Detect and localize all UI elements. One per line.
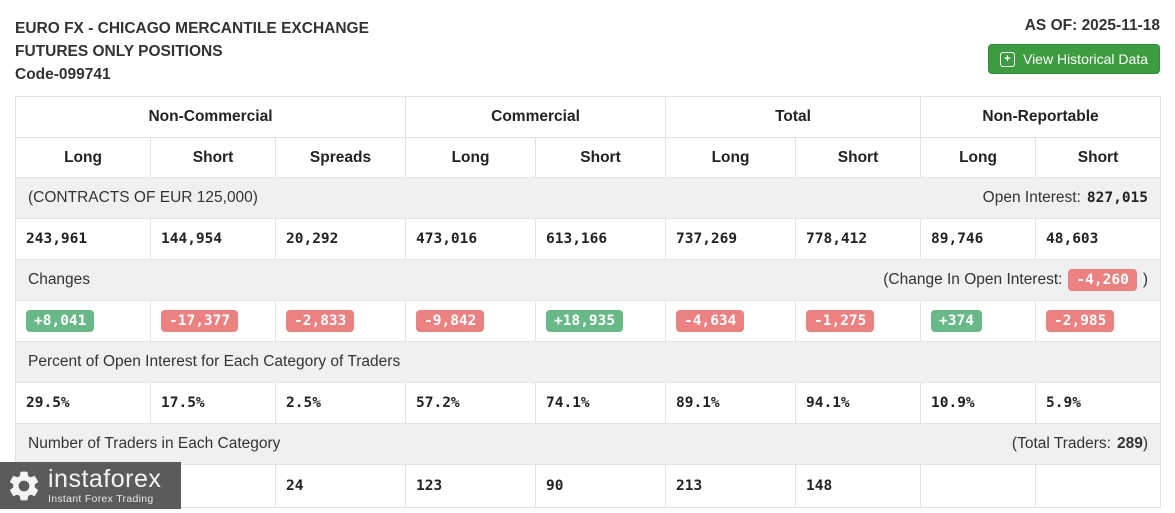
col-comm-long: Long bbox=[405, 137, 536, 178]
change-badge: -9,842 bbox=[416, 310, 485, 332]
view-historical-data-label: View Historical Data bbox=[1022, 51, 1148, 67]
group-commercial: Commercial bbox=[404, 96, 667, 138]
col-comm-short: Short bbox=[534, 137, 667, 178]
report-subtitle: FUTURES ONLY POSITIONS bbox=[15, 43, 223, 60]
watermark-brand-name: instaforex bbox=[48, 464, 162, 493]
col-total-long: Long bbox=[665, 137, 797, 178]
traders-cell: 90 bbox=[534, 464, 667, 508]
percent-cell: 89.1% bbox=[665, 382, 797, 424]
col-noncomm-long: Long bbox=[15, 137, 151, 178]
column-header-row: Long Short Spreads Long Short Long Short… bbox=[15, 137, 1162, 178]
as-of-date: AS OF: 2025-11-18 bbox=[1024, 17, 1160, 34]
report-title: EURO FX - CHICAGO MERCANTILE EXCHANGE bbox=[15, 20, 369, 37]
position-cell: 144,954 bbox=[150, 218, 276, 260]
traders-cell: 24 bbox=[275, 464, 406, 508]
traders-cell bbox=[1035, 464, 1162, 508]
calendar-plus-icon: + bbox=[999, 51, 1015, 67]
col-noncomm-short: Short bbox=[150, 137, 276, 178]
instaforex-watermark: instaforex Instant Forex Trading bbox=[0, 462, 181, 509]
group-non-reportable: Non-Reportable bbox=[920, 96, 1162, 138]
position-cell: 778,412 bbox=[795, 218, 922, 260]
gear-icon bbox=[9, 471, 39, 500]
change-badge: -1,275 bbox=[806, 310, 875, 332]
change-badge: -2,985 bbox=[1046, 310, 1115, 332]
change-cell: -17,377 bbox=[150, 300, 276, 342]
change-badge: +374 bbox=[931, 310, 982, 332]
position-cell: 473,016 bbox=[405, 218, 536, 260]
total-traders-suffix: ) bbox=[1142, 435, 1149, 452]
percent-label: Percent of Open Interest for Each Catego… bbox=[28, 353, 401, 370]
group-non-commercial: Non-Commercial bbox=[15, 96, 406, 138]
change-cell: +374 bbox=[920, 300, 1037, 342]
change-cell: -9,842 bbox=[405, 300, 536, 342]
change-badge: +18,935 bbox=[546, 310, 624, 332]
position-cell: 613,166 bbox=[534, 218, 667, 260]
change-cell: +8,041 bbox=[15, 300, 151, 342]
change-cell: -2,985 bbox=[1035, 300, 1162, 342]
positions-row: 243,961 144,954 20,292 473,016 613,166 7… bbox=[15, 218, 1162, 260]
percent-header-row: Percent of Open Interest for Each Catego… bbox=[14, 341, 1162, 383]
contracts-open-interest-row: (CONTRACTS OF EUR 125,000) Open Interest… bbox=[14, 177, 1162, 219]
percent-values-row: 29.5% 17.5% 2.5% 57.2% 74.1% 89.1% 94.1%… bbox=[15, 382, 1162, 424]
percent-cell: 5.9% bbox=[1035, 382, 1162, 424]
change-badge: -17,377 bbox=[161, 310, 239, 332]
group-header-row: Non-Commercial Commercial Total Non-Repo… bbox=[15, 96, 1162, 138]
change-badge: -2,833 bbox=[286, 310, 355, 332]
change-in-oi-label: (Change In Open Interest: bbox=[883, 271, 1063, 288]
group-total: Total bbox=[665, 96, 922, 138]
traders-cell: 148 bbox=[795, 464, 922, 508]
change-cell: -4,634 bbox=[665, 300, 797, 342]
col-noncomm-spreads: Spreads bbox=[275, 137, 406, 178]
percent-cell: 29.5% bbox=[15, 382, 151, 424]
total-traders-value: 289 bbox=[1116, 435, 1143, 452]
percent-cell: 2.5% bbox=[275, 382, 406, 424]
changes-values-row: +8,041 -17,377 -2,833 -9,842 +18,935 -4,… bbox=[15, 300, 1162, 342]
percent-cell: 94.1% bbox=[795, 382, 922, 424]
position-cell: 737,269 bbox=[665, 218, 797, 260]
percent-cell: 17.5% bbox=[150, 382, 276, 424]
position-cell: 20,292 bbox=[275, 218, 406, 260]
traders-cell bbox=[920, 464, 1037, 508]
position-cell: 48,603 bbox=[1035, 218, 1162, 260]
changes-header-row: Changes (Change In Open Interest: -4,260… bbox=[14, 259, 1162, 301]
percent-cell: 10.9% bbox=[920, 382, 1037, 424]
watermark-tagline: Instant Forex Trading bbox=[48, 492, 154, 505]
change-cell: +18,935 bbox=[534, 300, 667, 342]
cot-positions-table: Non-Commercial Commercial Total Non-Repo… bbox=[14, 96, 1162, 508]
traders-values-row: 24 123 90 213 148 bbox=[15, 464, 1162, 508]
traders-header-row: Number of Traders in Each Category (Tota… bbox=[14, 423, 1162, 465]
col-nonrep-short: Short bbox=[1035, 137, 1162, 178]
report-title-block: EURO FX - CHICAGO MERCANTILE EXCHANGE FU… bbox=[15, 17, 369, 86]
traders-cell: 123 bbox=[405, 464, 536, 508]
percent-cell: 57.2% bbox=[405, 382, 536, 424]
open-interest-value: 827,015 bbox=[1086, 190, 1149, 206]
change-cell: -1,275 bbox=[795, 300, 922, 342]
position-cell: 243,961 bbox=[15, 218, 151, 260]
total-traders-label: (Total Traders: bbox=[1011, 435, 1111, 452]
contracts-label: (CONTRACTS OF EUR 125,000) bbox=[28, 189, 258, 206]
change-badge: +8,041 bbox=[26, 310, 95, 332]
col-total-short: Short bbox=[795, 137, 922, 178]
changes-label: Changes bbox=[28, 271, 91, 288]
report-code: Code-099741 bbox=[15, 66, 111, 83]
percent-cell: 74.1% bbox=[534, 382, 667, 424]
report-header: EURO FX - CHICAGO MERCANTILE EXCHANGE FU… bbox=[0, 0, 1175, 96]
traders-cell: 213 bbox=[665, 464, 797, 508]
change-badge: -4,634 bbox=[676, 310, 745, 332]
open-interest-label: Open Interest: bbox=[982, 189, 1081, 206]
change-in-oi-suffix: ) bbox=[1142, 271, 1149, 288]
traders-label: Number of Traders in Each Category bbox=[28, 435, 281, 452]
col-nonrep-long: Long bbox=[920, 137, 1037, 178]
position-cell: 89,746 bbox=[920, 218, 1037, 260]
view-historical-data-button[interactable]: + View Historical Data bbox=[987, 44, 1160, 74]
change-in-oi-badge: -4,260 bbox=[1068, 269, 1137, 291]
change-cell: -2,833 bbox=[275, 300, 406, 342]
